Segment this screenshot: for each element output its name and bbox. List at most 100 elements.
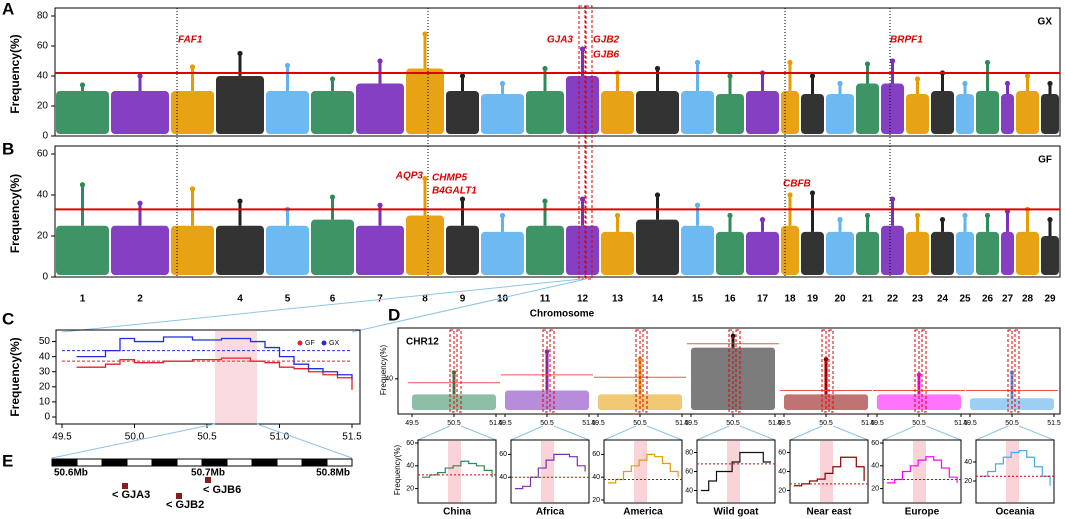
- gene-label: < GJA3: [112, 489, 150, 501]
- label: 40: [385, 376, 393, 383]
- snp-peak: [962, 212, 968, 219]
- connector: [975, 425, 1009, 441]
- label: China: [443, 507, 471, 518]
- snp-cloud: [681, 91, 714, 134]
- snp-peak: [189, 186, 196, 192]
- snp-peak: [459, 73, 466, 79]
- snp-peak: [984, 212, 991, 219]
- label: 29: [1044, 294, 1056, 305]
- label: 50.5: [1005, 420, 1019, 427]
- highlight-box: [921, 329, 927, 413]
- focus-band: [727, 441, 740, 502]
- gene-label: < GJB2: [166, 499, 204, 511]
- label: 28: [1022, 294, 1034, 305]
- label: 0: [42, 272, 48, 283]
- snp-peak: [787, 59, 793, 66]
- snp-cloud: [601, 91, 634, 134]
- focus-band: [215, 331, 257, 423]
- label: 40: [592, 474, 600, 481]
- label: 49.5: [498, 420, 512, 427]
- connector: [603, 425, 637, 441]
- snp-cloud: [976, 231, 999, 275]
- label: 17: [757, 294, 769, 305]
- snp-cloud: [266, 225, 309, 275]
- label: 20: [37, 231, 49, 242]
- zoom-box: [975, 439, 1055, 504]
- label: 2: [137, 294, 143, 305]
- snp-cloud: [1001, 231, 1014, 275]
- snp-peak: [787, 192, 793, 198]
- snp-peak: [864, 212, 871, 219]
- connector: [417, 425, 451, 441]
- snp-peak: [637, 357, 643, 362]
- label: 51.5: [675, 420, 689, 427]
- label: 40: [406, 463, 414, 470]
- snp-peak: [1047, 217, 1053, 223]
- snp-peak: [962, 80, 968, 87]
- snp-peak: [422, 31, 428, 37]
- label: 49.5: [52, 432, 72, 443]
- label: FAF1: [178, 35, 203, 46]
- gene-box: [122, 483, 128, 489]
- connector: [925, 425, 962, 441]
- plot-box: [54, 145, 1061, 278]
- label: 40: [871, 463, 879, 470]
- scale-segment: [126, 458, 153, 467]
- connector: [460, 425, 497, 441]
- label: 60: [778, 449, 786, 456]
- snp-cloud: [826, 94, 854, 134]
- snp-peak: [727, 212, 733, 219]
- step-line: [979, 450, 1051, 486]
- snp-cloud: [406, 68, 444, 134]
- legend-dot: [321, 340, 327, 346]
- y-axis-label: Frequency(%): [379, 345, 388, 396]
- scale-segment: [301, 458, 328, 467]
- snp-peak: [694, 59, 701, 66]
- label: 40: [778, 468, 786, 475]
- label: 13: [612, 294, 624, 305]
- label: GX: [329, 340, 339, 347]
- snp-cloud: [956, 94, 974, 134]
- label: 50.5: [540, 420, 554, 427]
- label: 26: [982, 294, 994, 305]
- snp-peak: [914, 212, 921, 219]
- label: 20: [406, 485, 414, 492]
- label: America: [623, 507, 663, 518]
- snp-cloud: [356, 83, 404, 134]
- snp-cloud: [881, 83, 904, 134]
- label: Europe: [905, 507, 940, 518]
- snp-peak: [579, 46, 586, 52]
- snp-cloud: [266, 91, 309, 134]
- focus-band: [541, 441, 554, 502]
- label: 49.5: [870, 420, 884, 427]
- label: 51.5: [342, 432, 362, 443]
- snp-cloud: [171, 225, 214, 275]
- snp-cloud: [481, 231, 524, 275]
- snp-peak: [137, 200, 143, 206]
- label: 60: [592, 451, 600, 458]
- label: 30: [39, 366, 51, 377]
- zoom-box: [510, 439, 590, 504]
- label: 50.5: [633, 420, 647, 427]
- scale-segment: [226, 458, 253, 467]
- snp-cloud: [1016, 91, 1039, 134]
- label: 49.5: [591, 420, 605, 427]
- snp-cloud: [956, 231, 974, 275]
- label: 11: [540, 294, 551, 305]
- label: Wild goat: [714, 507, 760, 518]
- snp-cloud: [566, 76, 599, 134]
- snp-cloud: [931, 91, 954, 134]
- label: 12: [577, 294, 589, 305]
- label: Chromosome: [530, 309, 595, 320]
- snp-cloud: [746, 91, 779, 134]
- label: 0: [44, 412, 50, 423]
- snp-cloud: [406, 215, 444, 275]
- focus-band: [913, 441, 926, 502]
- step-line: [76, 336, 353, 380]
- snp-cloud: [856, 231, 879, 275]
- snp-cloud: [481, 94, 524, 134]
- gene-box: [176, 493, 182, 499]
- snp-peak: [654, 192, 661, 198]
- label: 22: [887, 294, 899, 305]
